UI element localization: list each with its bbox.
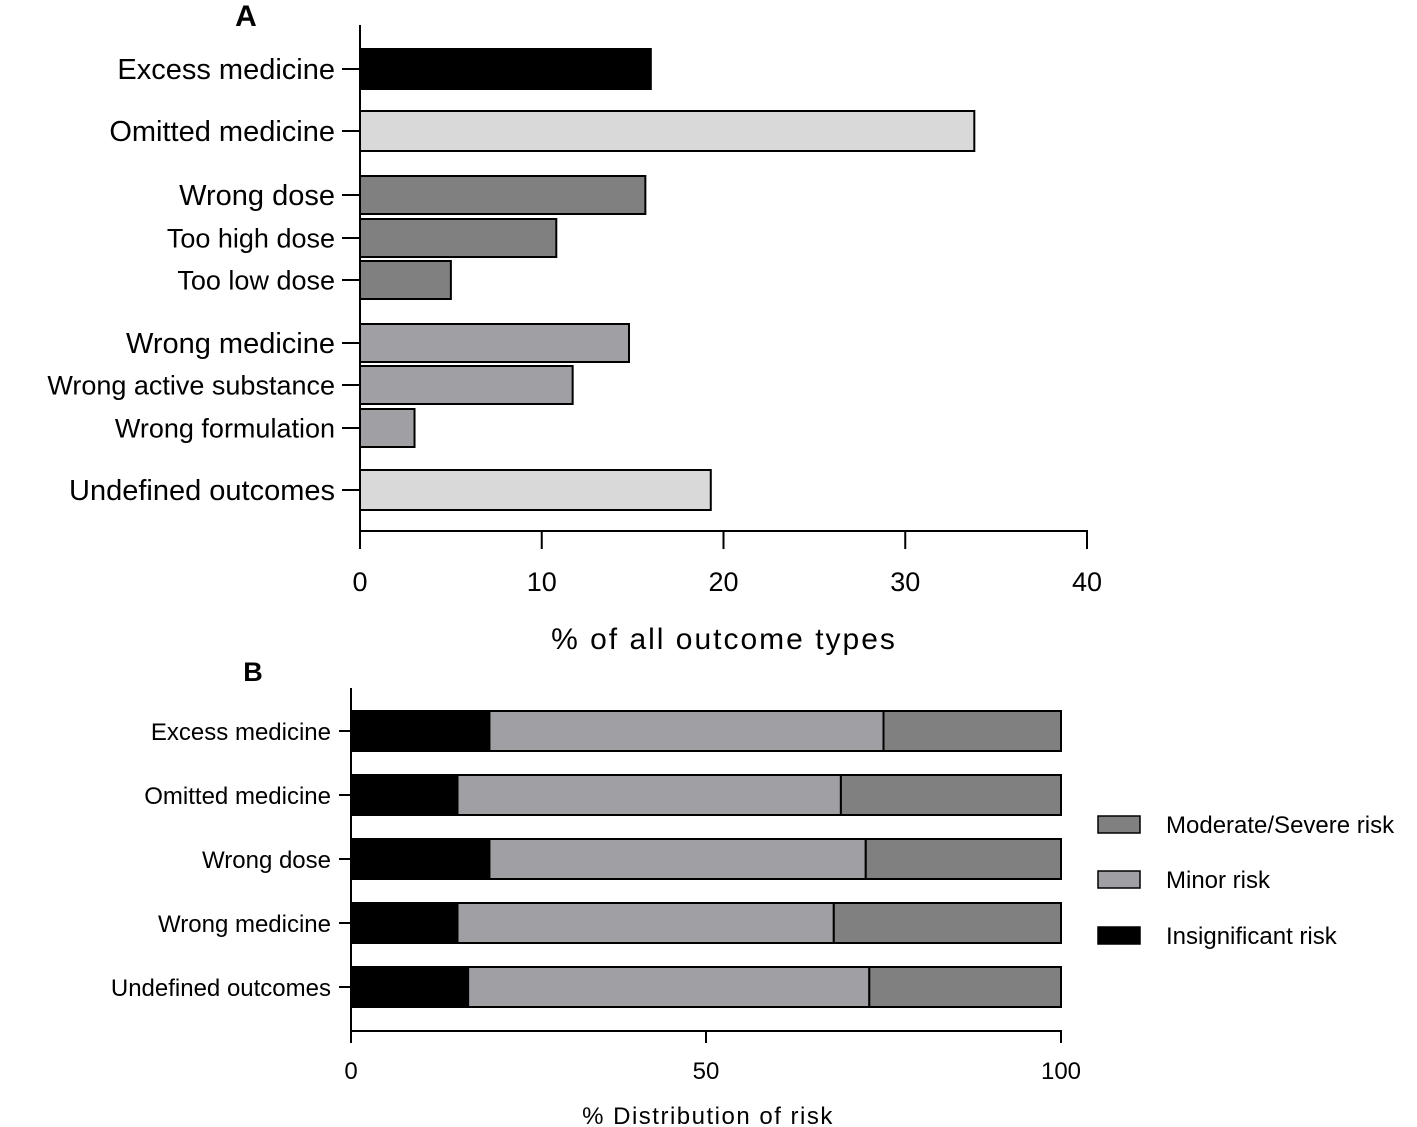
- stacked-bar-segment-insignificant-risk: [350, 710, 491, 752]
- legend-item: Insignificant risk: [1097, 923, 1338, 950]
- category-label: Too low dose: [177, 265, 335, 295]
- legend-item: Moderate/Severe risk: [1097, 812, 1395, 839]
- category-label: Wrong dose: [202, 847, 331, 874]
- panel-b-chart: B Excess medicine Omitted medicine Wrong do…: [111, 657, 1395, 1127]
- category-label: Wrong dose: [179, 180, 335, 212]
- panel-a-label: A: [235, 0, 257, 33]
- category-label: Excess medicine: [117, 54, 335, 86]
- stacked-bar-segment-insignificant-risk: [350, 902, 459, 944]
- bar-wrong-medicine: [359, 323, 630, 363]
- x-tick-label: 20: [708, 567, 738, 597]
- stacked-bar-segment-insignificant-risk: [350, 774, 459, 816]
- x-tick-label: 40: [1072, 567, 1102, 597]
- legend-swatch-moderate-severe-risk: [1097, 815, 1141, 834]
- x-tick-label: 30: [890, 567, 920, 597]
- panel-a-chart: A Excess medicine Omitted medicine Wrong do…: [47, 0, 1102, 656]
- bar-too-high-dose: [359, 218, 558, 258]
- bar-excess-medicine: [359, 48, 652, 90]
- category-label: Omitted medicine: [144, 783, 331, 810]
- panel-b-label: B: [243, 657, 263, 687]
- x-tick-label: 0: [352, 567, 367, 597]
- category-label: Wrong medicine: [126, 328, 335, 360]
- bar-undefined-outcomes: [359, 469, 712, 511]
- legend-label: Moderate/Severe risk: [1166, 812, 1395, 839]
- stacked-bar-segment-insignificant-risk: [350, 966, 470, 1008]
- legend-label: Insignificant risk: [1166, 923, 1338, 950]
- bar-omitted-medicine: [359, 110, 976, 152]
- stacked-bar-segment-moderate-severe-risk: [839, 774, 1063, 816]
- category-label: Undefined outcomes: [111, 975, 331, 1002]
- stacked-bar-segment-minor-risk: [488, 710, 885, 752]
- stacked-bar-segment-insignificant-risk: [350, 838, 491, 880]
- stacked-bar-segment-minor-risk: [456, 902, 835, 944]
- x-axis-title: % Distribution of risk: [582, 1103, 834, 1127]
- legend-item: Minor risk: [1097, 867, 1271, 894]
- category-label: Undefined outcomes: [69, 475, 335, 507]
- legend-label: Minor risk: [1166, 867, 1271, 894]
- stacked-bar-segment-moderate-severe-risk: [832, 902, 1062, 944]
- stacked-bar-segment-moderate-severe-risk: [882, 710, 1062, 752]
- bar-wrong-formulation: [359, 408, 416, 448]
- legend-swatch-insignificant-risk: [1097, 926, 1141, 945]
- stacked-bar-segment-moderate-severe-risk: [864, 838, 1062, 880]
- stacked-bar-segment-minor-risk: [488, 838, 867, 880]
- legend-swatch-minor-risk: [1097, 870, 1141, 889]
- x-tick-label: 0: [344, 1058, 357, 1085]
- category-label: Wrong medicine: [158, 911, 331, 938]
- bar-too-low-dose: [359, 260, 452, 300]
- category-label: Excess medicine: [151, 719, 331, 746]
- stacked-bar-segment-moderate-severe-risk: [868, 966, 1062, 1008]
- stacked-bar-segment-minor-risk: [467, 966, 871, 1008]
- category-label: Wrong formulation: [115, 413, 335, 443]
- category-label: Too high dose: [167, 223, 335, 253]
- x-axis-title: % of all outcome types: [551, 623, 897, 656]
- category-label: Wrong active substance: [47, 370, 335, 400]
- x-tick-label: 50: [693, 1058, 720, 1085]
- bar-wrong-dose: [359, 175, 647, 215]
- category-label: Omitted medicine: [109, 116, 335, 148]
- bar-wrong-active-substance: [359, 365, 574, 405]
- x-tick-label: 10: [527, 567, 557, 597]
- x-tick-label: 100: [1041, 1058, 1081, 1085]
- stacked-bar-segment-minor-risk: [456, 774, 842, 816]
